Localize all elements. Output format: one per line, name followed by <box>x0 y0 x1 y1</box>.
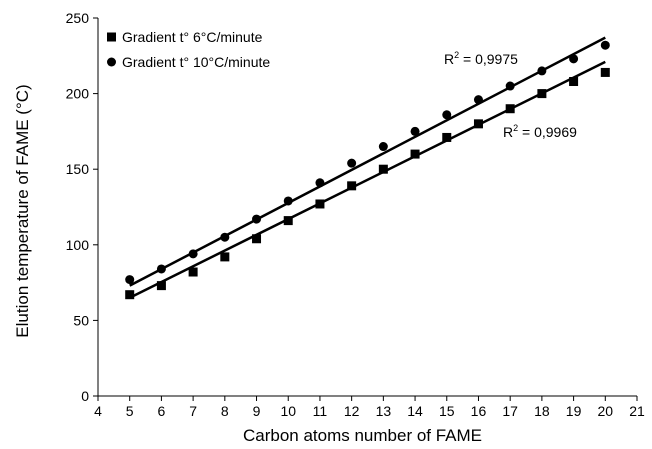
data-point-circle <box>410 126 420 136</box>
y-axis-title: Elution temperature of FAME (°C) <box>13 84 32 337</box>
data-point-circle <box>505 81 515 91</box>
y-tick-label: 50 <box>73 312 89 328</box>
legend-marker-circle <box>107 57 116 67</box>
legend-marker-square <box>107 32 116 42</box>
data-point-square <box>410 149 420 159</box>
x-tick-label: 13 <box>376 403 392 419</box>
x-tick-label: 11 <box>313 403 328 419</box>
data-point-circle <box>188 249 198 259</box>
data-point-square <box>220 252 230 262</box>
x-tick-label: 6 <box>158 403 166 419</box>
data-point-circle <box>283 196 293 206</box>
y-tick-label: 100 <box>66 237 90 253</box>
data-point-square <box>125 290 135 300</box>
data-point-circle <box>220 232 230 242</box>
r-squared-annotation: R2 = 0,9969 <box>503 123 577 140</box>
data-point-square <box>600 67 610 77</box>
legend: Gradient t° 6°C/minute Gradient t° 10°C/m… <box>107 29 270 70</box>
data-point-circle <box>569 54 579 64</box>
y-tick-label: 250 <box>66 10 90 26</box>
data-point-circle <box>156 264 166 274</box>
x-tick-label: 7 <box>189 403 197 419</box>
y-tick-label: 200 <box>66 86 90 102</box>
data-point-square <box>188 267 198 277</box>
data-point-circle <box>600 40 610 50</box>
y-tick-label: 0 <box>81 388 89 404</box>
data-point-circle <box>252 214 262 224</box>
x-tick-label: 12 <box>344 403 360 419</box>
legend-label: Gradient t° 10°C/minute <box>122 54 270 70</box>
data-point-circle <box>315 178 325 188</box>
r-squared-label: R <box>503 124 513 140</box>
data-point-square <box>378 164 388 174</box>
data-point-square <box>252 234 262 244</box>
x-tick-label: 8 <box>221 403 229 419</box>
data-point-circle <box>125 275 135 285</box>
x-tick-label: 15 <box>439 403 455 419</box>
y-tick-label: 150 <box>66 161 90 177</box>
data-point-square <box>347 181 357 191</box>
x-tick-label: 17 <box>502 403 518 419</box>
data-point-square <box>156 281 166 291</box>
data-point-square <box>569 77 579 87</box>
data-point-square <box>283 216 293 226</box>
r-squared-superscript: 2 <box>454 50 459 60</box>
data-point-square <box>442 132 452 142</box>
data-point-circle <box>378 142 388 152</box>
data-point-square <box>505 104 515 114</box>
data-point-circle <box>537 66 547 76</box>
trendlines <box>129 36 606 299</box>
markers <box>125 40 610 300</box>
r-squared-value: = 0,9969 <box>518 124 577 140</box>
x-tick-label: 10 <box>280 403 296 419</box>
x-tick-label: 16 <box>471 403 487 419</box>
data-point-square <box>473 119 483 129</box>
x-tick-label: 14 <box>407 403 423 419</box>
data-point-square <box>315 199 325 209</box>
x-tick-label: 19 <box>566 403 582 419</box>
trendline-series-1 <box>129 60 606 299</box>
x-axis-title: Carbon atoms number of FAME <box>243 426 482 445</box>
r-squared-value: = 0,9975 <box>459 51 518 67</box>
x-tick-label: 9 <box>253 403 261 419</box>
x-tick-label: 20 <box>598 403 614 419</box>
data-point-circle <box>473 95 483 105</box>
data-point-square <box>537 89 547 99</box>
x-tick-label: 4 <box>94 403 102 419</box>
r-squared-label: R <box>444 51 454 67</box>
trendline-series-2 <box>129 36 606 287</box>
legend-label: Gradient t° 6°C/minute <box>122 29 263 45</box>
data-point-circle <box>442 110 452 120</box>
axes: 4 5 6 7 8 9 10 11 12 13 14 15 16 17 18 19 20 21 0 50 100 150 2… <box>13 10 645 445</box>
x-tick-label: 21 <box>629 403 645 419</box>
r-squared-superscript: 2 <box>513 123 518 133</box>
data-point-circle <box>347 158 357 168</box>
r-squared-annotation: R2 = 0,9975 <box>444 50 518 67</box>
x-tick-label: 5 <box>126 403 134 419</box>
x-tick-label: 18 <box>534 403 550 419</box>
